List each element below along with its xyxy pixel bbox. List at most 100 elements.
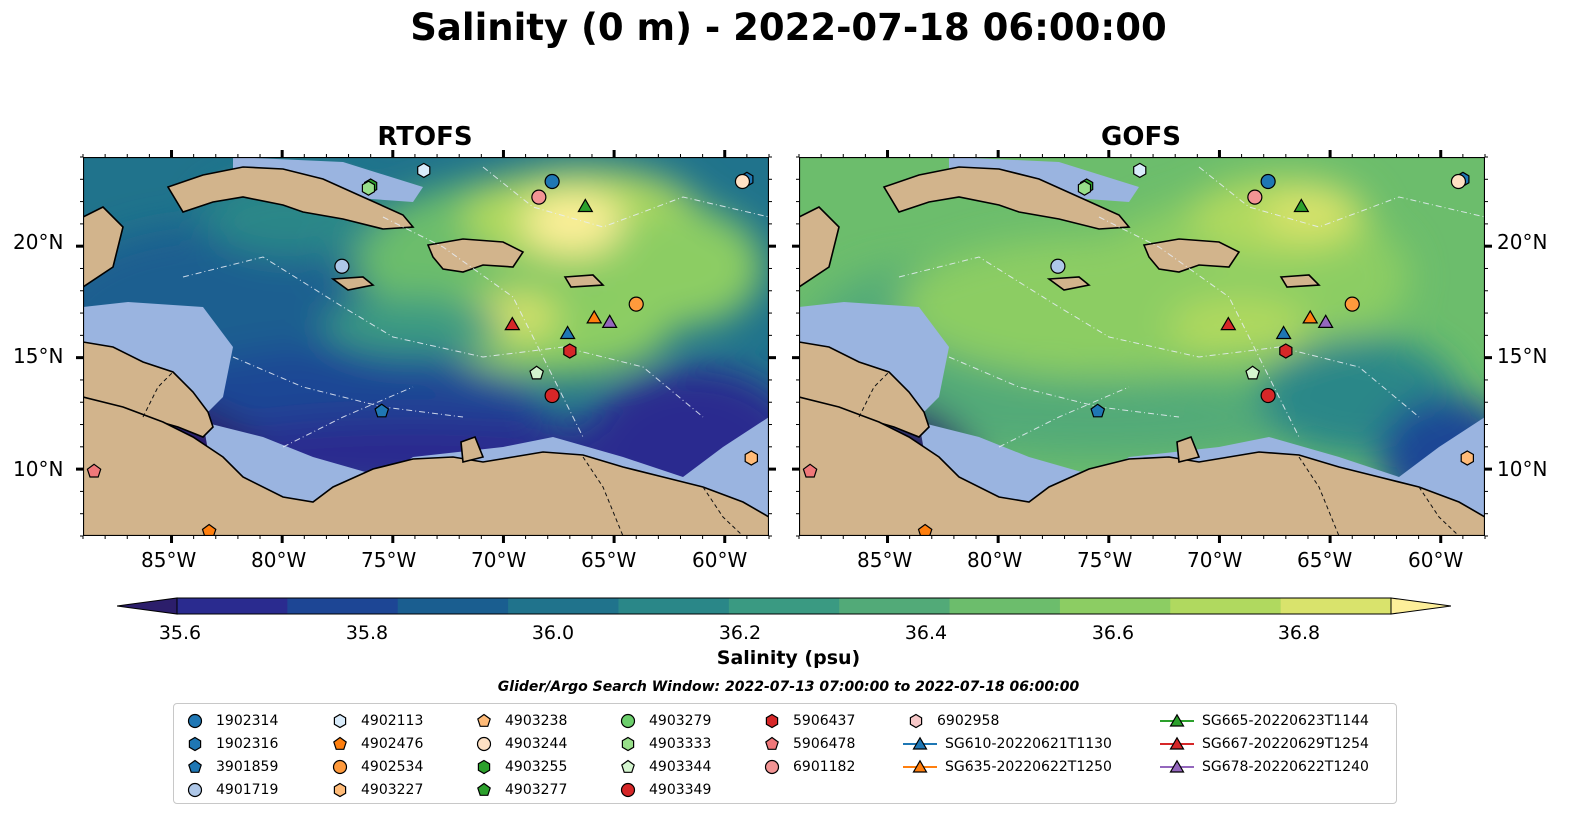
obs-marker-4903344 bbox=[529, 365, 545, 380]
legend-label: 6901182 bbox=[793, 759, 856, 775]
legend-marker-pentagon bbox=[477, 713, 491, 727]
colorbar-tick-label: 36.0 bbox=[531, 622, 575, 644]
colorbar-segment bbox=[397, 598, 509, 614]
obs-marker-SG665-20220623T1144 bbox=[1293, 198, 1310, 213]
legend-item: 4903333 bbox=[615, 733, 711, 755]
legend-label: 4903344 bbox=[649, 759, 712, 775]
lat-tick-label: 20°N bbox=[13, 230, 64, 254]
lat-tick-label: 15°N bbox=[1497, 344, 1548, 368]
legend-label: 4901719 bbox=[216, 782, 279, 798]
colorbar-segment bbox=[839, 598, 951, 614]
legend-marker-circle bbox=[620, 713, 636, 729]
legend-item: 4902113 bbox=[327, 710, 423, 732]
legend-item: 4903277 bbox=[471, 779, 567, 801]
eez-boundaries bbox=[182, 166, 769, 448]
obs-marker-4902534 bbox=[628, 296, 644, 312]
legend-marker-hexagon bbox=[621, 736, 635, 752]
obs-marker-SG635-20220622T1250 bbox=[586, 309, 603, 324]
legend-marker-triangle bbox=[903, 759, 937, 773]
obs-marker-4903344 bbox=[1245, 365, 1261, 380]
lon-tick-label: 65°W bbox=[1297, 548, 1353, 572]
legend-label: 4903333 bbox=[649, 736, 712, 752]
obs-marker-SG610-20220621T1130 bbox=[559, 325, 576, 340]
obs-marker-SG667-20220629T1254 bbox=[504, 316, 521, 331]
observation-markers bbox=[802, 162, 1475, 536]
obs-marker-6901182 bbox=[1247, 189, 1263, 205]
map-gofs bbox=[799, 157, 1485, 536]
obs-marker-3901859 bbox=[374, 403, 390, 418]
land-areas bbox=[799, 166, 1485, 536]
obs-marker-1902314 bbox=[1260, 173, 1276, 190]
legend-label: SG610-20220621T1130 bbox=[945, 736, 1112, 752]
legend-marker-triangle bbox=[903, 736, 937, 750]
axis-ticks-gofs bbox=[792, 150, 1492, 543]
eez-boundaries bbox=[898, 166, 1485, 448]
borders bbox=[858, 371, 1460, 536]
legend-item: 6902958 bbox=[903, 710, 999, 732]
legend-label: 4903238 bbox=[505, 713, 568, 729]
legend-marker-hexagon bbox=[333, 782, 347, 798]
obs-marker-1902314 bbox=[544, 173, 560, 190]
legend-item: SG610-20220621T1130 bbox=[903, 733, 1112, 755]
lon-tick-label: 60°W bbox=[1408, 548, 1464, 572]
legend-marker-pentagon bbox=[477, 782, 491, 796]
legend-marker-pentagon bbox=[333, 736, 347, 750]
legend-label: 4902476 bbox=[361, 736, 424, 752]
obs-marker-4902113 bbox=[1133, 162, 1147, 179]
legend-marker-hexagon bbox=[765, 713, 779, 729]
legend-marker-pentagon bbox=[188, 759, 202, 773]
legend-marker-triangle bbox=[1160, 736, 1194, 750]
obs-marker-SG610-20220621T1130 bbox=[1275, 325, 1292, 340]
obs-marker-3901859 bbox=[1090, 403, 1106, 418]
lon-tick-label: 70°W bbox=[1187, 548, 1243, 572]
observation-markers bbox=[86, 162, 759, 536]
borders bbox=[142, 371, 744, 536]
legend-item: SG678-20220622T1240 bbox=[1160, 756, 1369, 778]
obs-marker-5906437 bbox=[1279, 343, 1293, 359]
legend-label: 4903279 bbox=[649, 713, 712, 729]
search-window-note: Glider/Argo Search Window: 2022-07-13 07… bbox=[497, 679, 1080, 695]
legend-item: 4903238 bbox=[471, 710, 567, 732]
legend-label: 3901859 bbox=[216, 759, 279, 775]
lat-tick-label: 10°N bbox=[1497, 457, 1548, 481]
colorbar-segment bbox=[728, 598, 840, 614]
legend-marker-hexagon bbox=[477, 759, 491, 775]
obs-marker-4903227 bbox=[744, 450, 759, 466]
colorbar bbox=[117, 597, 1451, 615]
colorbar-tick-label: 36.4 bbox=[904, 622, 948, 644]
obs-marker-4902476 bbox=[917, 523, 933, 536]
legend-label: SG667-20220629T1254 bbox=[1202, 736, 1369, 752]
lon-tick-label: 80°W bbox=[251, 548, 307, 572]
lon-tick-label: 85°W bbox=[141, 548, 197, 572]
obs-marker-4903227 bbox=[1460, 450, 1475, 466]
legend-item: 4903349 bbox=[615, 779, 711, 801]
lon-tick-label: 80°W bbox=[967, 548, 1023, 572]
legend-marker-circle bbox=[187, 782, 203, 798]
legend-marker-pentagon bbox=[621, 759, 635, 773]
legend-marker-triangle bbox=[1160, 713, 1194, 727]
map-rtofs bbox=[83, 157, 769, 536]
legend-label: 1902316 bbox=[216, 736, 279, 752]
legend-marker-circle bbox=[332, 759, 348, 775]
legend-item: 4903244 bbox=[471, 733, 567, 755]
colorbar-tick-label: 35.8 bbox=[345, 622, 389, 644]
legend-label: 4902113 bbox=[361, 713, 424, 729]
lon-tick-label: 70°W bbox=[471, 548, 527, 572]
colorbar-segment bbox=[508, 598, 619, 614]
obs-marker-4901719 bbox=[1050, 258, 1066, 274]
legend-marker-hexagon bbox=[909, 713, 923, 729]
lon-tick-label: 85°W bbox=[857, 548, 913, 572]
lon-tick-label: 75°W bbox=[361, 548, 417, 572]
legend-item: 1902316 bbox=[182, 733, 278, 755]
legend-marker-hexagon bbox=[333, 713, 347, 729]
obs-marker-4903333 bbox=[361, 180, 376, 196]
lat-tick-label: 15°N bbox=[13, 344, 64, 368]
obs-marker-SG665-20220623T1144 bbox=[577, 198, 594, 213]
obs-marker-4902113 bbox=[417, 162, 431, 179]
legend-item: 4901719 bbox=[182, 779, 278, 801]
legend-item: 6901182 bbox=[759, 756, 855, 778]
lon-tick-label: 60°W bbox=[692, 548, 748, 572]
legend-label: SG665-20220623T1144 bbox=[1202, 713, 1369, 729]
legend-marker-pentagon bbox=[765, 736, 779, 750]
legend-item: 4903279 bbox=[615, 710, 711, 732]
